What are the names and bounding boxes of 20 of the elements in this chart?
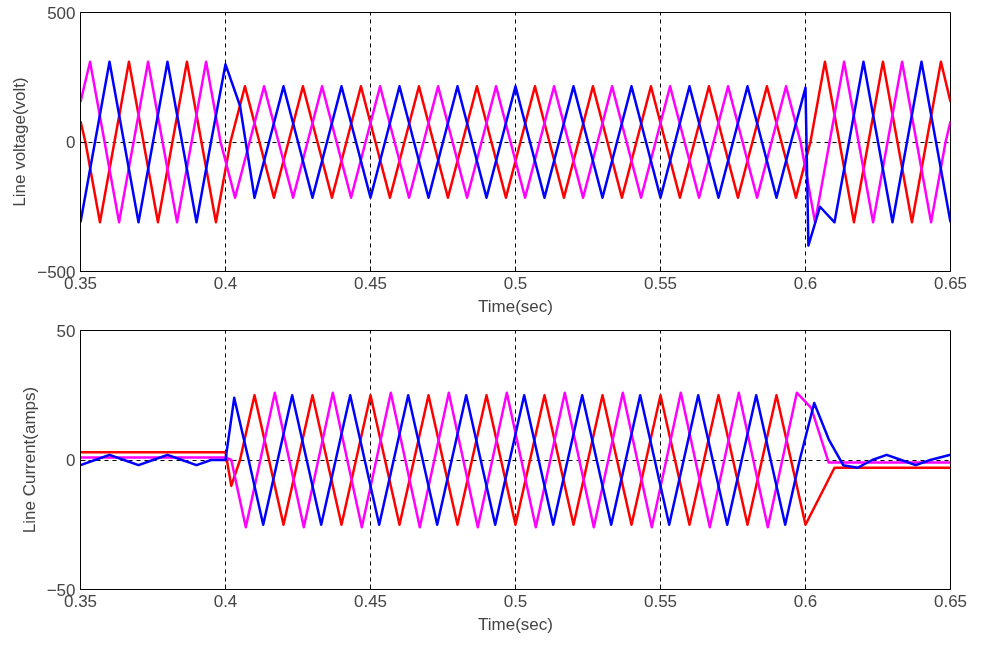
x-tick-label: 0.5: [503, 273, 528, 293]
x-axis-title: Time(sec): [478, 296, 553, 316]
x-tick-label: 0.6: [793, 273, 818, 293]
y-tick-label: 0: [66, 451, 76, 470]
y-tick-label: 500: [47, 3, 76, 23]
x-tick-label: 0.4: [213, 273, 238, 293]
x-tick-label: 0.55: [643, 591, 678, 611]
y-axis-title: Line Current(amps): [19, 386, 39, 534]
y-tick-label: 50: [56, 321, 76, 341]
x-tick-label: 0.45: [353, 591, 388, 611]
x-tick-label: 0.4: [213, 591, 238, 611]
x-tick-label: 0.65: [933, 273, 968, 293]
x-tick-label: 0.5: [503, 591, 528, 611]
x-tick-label: 0.6: [793, 591, 818, 611]
y-axis-title: Line voltage(volt): [10, 77, 30, 207]
x-tick-label: 0.45: [353, 273, 388, 293]
x-tick-label: 0.65: [933, 591, 968, 611]
y-tick-label: 0: [66, 133, 76, 152]
x-tick-label: 0.55: [643, 273, 678, 293]
x-axis-title: Time(sec): [478, 614, 553, 634]
